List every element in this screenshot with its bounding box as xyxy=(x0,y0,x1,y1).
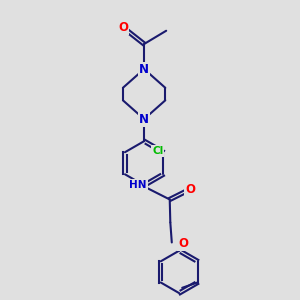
Text: O: O xyxy=(185,183,195,196)
Text: O: O xyxy=(178,237,188,250)
Text: HN: HN xyxy=(130,180,147,190)
Text: Cl: Cl xyxy=(152,146,164,156)
Text: O: O xyxy=(118,21,128,34)
Text: N: N xyxy=(139,62,149,76)
Text: N: N xyxy=(139,112,149,126)
